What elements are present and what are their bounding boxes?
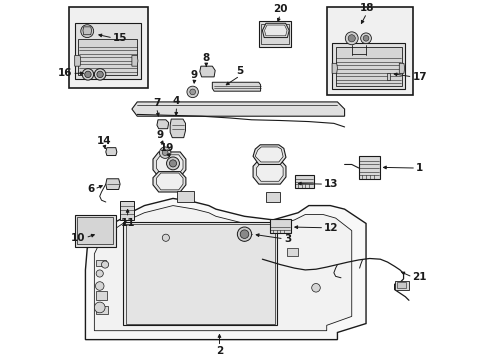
Text: 8: 8 [202, 53, 209, 63]
Bar [294, 175, 314, 188]
Polygon shape [105, 179, 120, 189]
Text: 2: 2 [215, 346, 223, 356]
Bar [331, 43, 405, 89]
Bar [386, 73, 389, 81]
Bar [358, 156, 379, 179]
Circle shape [166, 157, 179, 170]
Text: 12: 12 [324, 223, 338, 233]
Circle shape [95, 282, 104, 290]
Text: 3: 3 [283, 234, 290, 244]
Text: 7: 7 [153, 98, 160, 108]
Bar [261, 24, 288, 44]
Polygon shape [255, 147, 283, 162]
Circle shape [162, 150, 168, 156]
Text: 20: 20 [272, 4, 287, 14]
Text: 6: 6 [87, 184, 94, 194]
Text: 10: 10 [71, 233, 85, 243]
Circle shape [360, 33, 371, 44]
Polygon shape [157, 120, 168, 129]
Bar [75, 215, 116, 247]
Text: 13: 13 [324, 179, 338, 189]
Bar [96, 306, 107, 314]
Text: 16: 16 [58, 68, 72, 78]
Polygon shape [256, 163, 283, 181]
Circle shape [96, 270, 103, 277]
Polygon shape [262, 23, 288, 37]
Text: 9: 9 [190, 70, 198, 80]
Bar [258, 22, 290, 46]
Text: 1: 1 [415, 163, 423, 173]
Circle shape [162, 234, 169, 241]
Polygon shape [153, 152, 185, 177]
Circle shape [240, 230, 248, 238]
Circle shape [363, 35, 368, 41]
Polygon shape [212, 82, 260, 91]
Bar [125, 224, 274, 324]
Bar [397, 283, 406, 288]
Text: 17: 17 [412, 72, 426, 82]
Circle shape [347, 35, 355, 42]
Circle shape [84, 71, 91, 78]
Circle shape [186, 86, 198, 98]
Polygon shape [264, 25, 286, 36]
Circle shape [94, 302, 105, 313]
Polygon shape [331, 63, 337, 73]
Text: 19: 19 [160, 143, 174, 153]
Polygon shape [200, 66, 215, 77]
Text: 18: 18 [359, 3, 373, 13]
Bar [96, 260, 106, 266]
Polygon shape [85, 198, 366, 339]
Bar [269, 219, 290, 233]
Polygon shape [399, 63, 404, 73]
Text: 21: 21 [412, 272, 426, 282]
Circle shape [311, 284, 320, 292]
Text: 5: 5 [236, 66, 243, 76]
Circle shape [189, 89, 195, 95]
Text: 11: 11 [120, 218, 135, 228]
Circle shape [169, 160, 176, 167]
Polygon shape [94, 206, 351, 331]
Polygon shape [156, 173, 183, 190]
Polygon shape [83, 27, 91, 35]
Bar [77, 217, 113, 244]
Circle shape [345, 32, 357, 45]
Text: 14: 14 [97, 135, 111, 145]
Bar [75, 23, 141, 79]
Bar [122, 222, 276, 325]
Circle shape [94, 69, 105, 80]
Bar [326, 7, 412, 95]
Bar [394, 281, 408, 289]
Bar [120, 201, 134, 220]
Polygon shape [132, 55, 138, 66]
Bar [335, 46, 401, 86]
Polygon shape [156, 155, 183, 174]
Polygon shape [132, 102, 344, 116]
Text: 4: 4 [173, 96, 180, 106]
Text: 15: 15 [113, 33, 127, 43]
Circle shape [82, 69, 94, 80]
Bar [78, 39, 137, 75]
Circle shape [237, 227, 251, 241]
Bar [265, 192, 280, 202]
Bar [176, 191, 194, 202]
Circle shape [102, 261, 108, 268]
Polygon shape [253, 145, 285, 165]
Bar [69, 7, 148, 87]
Bar [96, 291, 107, 300]
Polygon shape [170, 119, 185, 138]
Circle shape [97, 71, 103, 78]
Text: 9: 9 [156, 130, 163, 140]
Polygon shape [105, 148, 117, 156]
Bar [287, 248, 298, 256]
Polygon shape [75, 55, 81, 66]
Polygon shape [153, 172, 185, 192]
Circle shape [81, 25, 94, 37]
Circle shape [159, 147, 170, 158]
Polygon shape [253, 160, 285, 184]
